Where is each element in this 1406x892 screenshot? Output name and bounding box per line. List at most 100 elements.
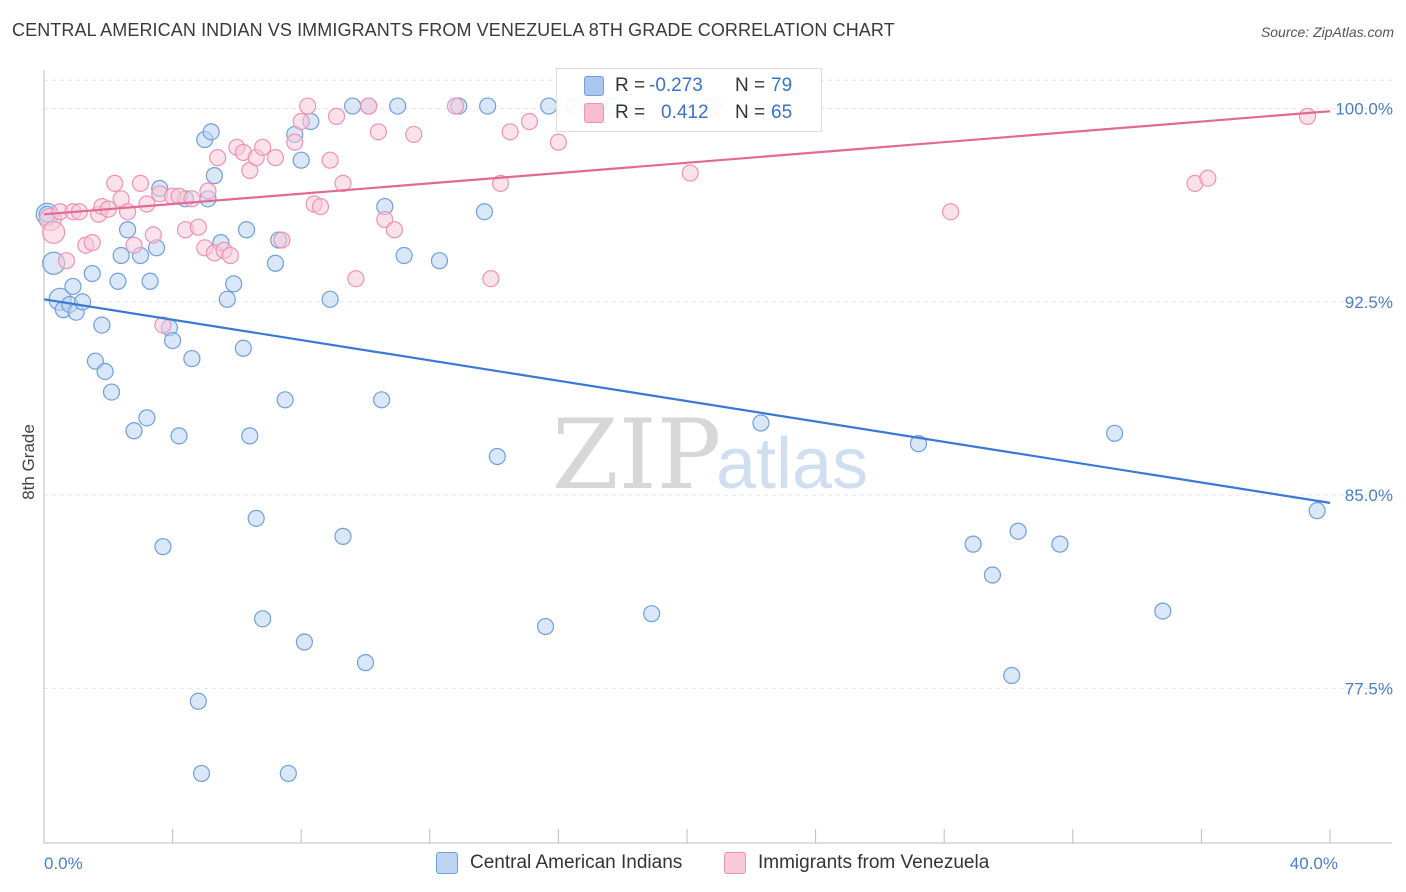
point-central-american-indian bbox=[479, 97, 497, 115]
point-central-american-indian bbox=[1105, 424, 1124, 442]
watermark-zip: ZIP bbox=[552, 399, 721, 511]
point-venezuela bbox=[266, 149, 285, 167]
point-venezuela bbox=[83, 234, 101, 252]
y-tick-label: 92.5% bbox=[1345, 293, 1393, 312]
point-central-american-indian bbox=[64, 277, 82, 296]
point-central-american-indian bbox=[254, 610, 272, 628]
point-central-american-indian bbox=[93, 316, 111, 334]
point-central-american-indian bbox=[1051, 535, 1069, 553]
point-venezuela bbox=[286, 133, 304, 151]
point-venezuela bbox=[125, 236, 143, 254]
point-central-american-indian bbox=[389, 97, 407, 115]
tick-labels: 100.0% 92.5% 85.0% 77.5% 0.0% 40.0% bbox=[44, 100, 1393, 873]
legend-item-immigrants-venezuela: Immigrants from Venezuela bbox=[724, 852, 989, 874]
legend-r-value: -0.273 bbox=[649, 75, 703, 96]
data-points bbox=[35, 97, 1326, 783]
legend-r-label: R = bbox=[615, 75, 646, 96]
point-central-american-indian bbox=[192, 764, 211, 783]
legend-swatch-pink bbox=[584, 103, 604, 123]
point-central-american-indian bbox=[241, 427, 259, 445]
point-central-american-indian bbox=[752, 414, 770, 432]
point-central-american-indian bbox=[83, 264, 101, 283]
point-central-american-indian bbox=[234, 339, 252, 357]
chart-title: CENTRAL AMERICAN INDIAN VS IMMIGRANTS FR… bbox=[12, 20, 895, 40]
point-central-american-indian bbox=[102, 383, 121, 401]
point-central-american-indian bbox=[141, 272, 159, 290]
trend-lines bbox=[43, 110, 1331, 504]
point-venezuela bbox=[1199, 169, 1217, 187]
point-venezuela bbox=[311, 197, 330, 216]
point-central-american-indian bbox=[1009, 522, 1027, 540]
point-central-american-indian bbox=[1154, 602, 1172, 620]
point-central-american-indian bbox=[964, 535, 982, 553]
point-venezuela bbox=[681, 164, 699, 182]
point-central-american-indian bbox=[205, 167, 223, 185]
point-central-american-indian bbox=[189, 692, 207, 710]
point-venezuela bbox=[299, 97, 317, 115]
point-central-american-indian bbox=[295, 633, 314, 651]
point-venezuela bbox=[446, 97, 465, 115]
point-central-american-indian bbox=[109, 272, 127, 290]
point-venezuela bbox=[1298, 107, 1317, 125]
point-central-american-indian bbox=[125, 422, 143, 440]
point-central-american-indian bbox=[73, 293, 92, 311]
correlation-legend: R = -0.273 N = 79 R = 0.412 N = 65 bbox=[556, 68, 822, 132]
legend-r-label: R = bbox=[615, 102, 646, 123]
axes bbox=[43, 70, 1392, 844]
point-venezuela bbox=[199, 182, 217, 200]
point-central-american-indian bbox=[983, 566, 1002, 584]
point-venezuela bbox=[292, 112, 310, 131]
point-venezuela bbox=[254, 138, 272, 156]
legend-r-value: 0.412 bbox=[661, 102, 709, 123]
point-central-american-indian bbox=[488, 447, 506, 466]
point-venezuela bbox=[144, 226, 162, 244]
point-central-american-indian bbox=[266, 254, 285, 272]
point-central-american-indian bbox=[1003, 666, 1021, 685]
point-central-american-indian bbox=[247, 509, 265, 527]
point-central-american-indian bbox=[237, 221, 256, 239]
point-central-american-indian bbox=[344, 97, 362, 115]
point-venezuela bbox=[360, 97, 378, 115]
y-tick-label: 100.0% bbox=[1335, 100, 1393, 119]
point-venezuela bbox=[347, 270, 365, 288]
point-central-american-indian bbox=[321, 290, 339, 308]
point-venezuela bbox=[138, 195, 156, 213]
point-venezuela bbox=[327, 107, 346, 125]
point-venezuela bbox=[106, 174, 124, 192]
legend-n-value: 65 bbox=[771, 102, 793, 123]
point-central-american-indian bbox=[1308, 502, 1326, 520]
legend-item-central-american-indians: Central American Indians bbox=[436, 852, 682, 874]
x-tick-label: 0.0% bbox=[44, 854, 83, 873]
point-venezuela bbox=[273, 231, 291, 249]
point-central-american-indian bbox=[96, 362, 114, 381]
point-central-american-indian bbox=[909, 435, 928, 453]
y-tick-label: 85.0% bbox=[1345, 486, 1393, 505]
legend-swatch-pink bbox=[724, 852, 746, 874]
point-central-american-indian bbox=[430, 252, 449, 270]
point-venezuela bbox=[942, 203, 960, 221]
x-tick-label: 40.0% bbox=[1290, 854, 1338, 873]
point-central-american-indian bbox=[118, 221, 137, 239]
watermark: ZIP atlas bbox=[552, 399, 868, 511]
point-central-american-indian bbox=[154, 538, 172, 556]
point-venezuela bbox=[183, 190, 201, 208]
point-venezuela bbox=[321, 151, 339, 169]
point-central-american-indian bbox=[536, 617, 555, 636]
point-central-american-indian bbox=[372, 391, 391, 409]
point-central-american-indian bbox=[395, 246, 413, 265]
point-venezuela bbox=[520, 112, 539, 131]
trend-line-venezuela bbox=[43, 110, 1331, 216]
watermark-atlas: atlas bbox=[716, 424, 868, 504]
point-central-american-indian bbox=[292, 151, 310, 169]
trend-line-central-american-indians bbox=[43, 298, 1331, 504]
point-central-american-indian bbox=[164, 331, 182, 350]
point-central-american-indian bbox=[138, 409, 156, 427]
point-central-american-indian bbox=[356, 654, 375, 672]
point-central-american-indian bbox=[170, 427, 188, 445]
point-venezuela bbox=[385, 221, 404, 239]
point-venezuela bbox=[549, 133, 568, 151]
y-tick-label: 77.5% bbox=[1345, 679, 1393, 698]
point-central-american-indian bbox=[225, 275, 243, 293]
legend-swatch-blue bbox=[436, 852, 458, 874]
